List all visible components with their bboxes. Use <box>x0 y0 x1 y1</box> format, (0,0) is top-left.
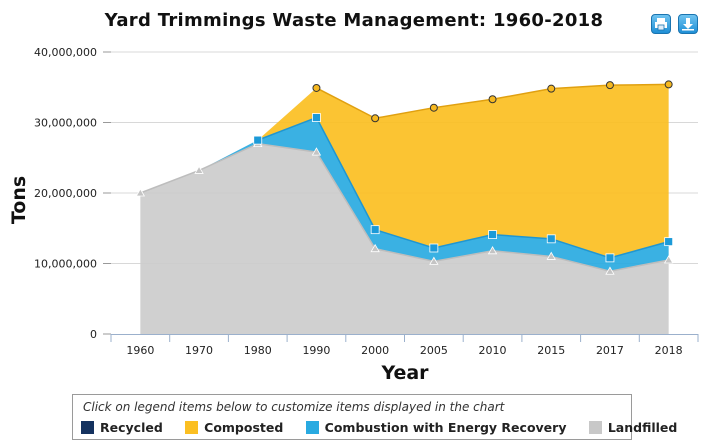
marker-landfilled[interactable] <box>370 243 380 253</box>
y-tick-label: 20,000,000 <box>34 187 97 200</box>
x-tick-label: 1990 <box>302 344 330 357</box>
legend-items: Recycled Composted Combustion with Energ… <box>81 420 677 435</box>
marker-combustion[interactable] <box>605 253 615 263</box>
marker-landfilled[interactable] <box>663 255 674 264</box>
marker-landfilled[interactable] <box>135 188 146 197</box>
marker-composted[interactable] <box>312 83 321 92</box>
x-tick-label: 1980 <box>244 344 272 357</box>
download-button[interactable] <box>678 14 698 34</box>
marker-landfilled[interactable] <box>194 165 204 174</box>
x-axis-title: Year <box>380 362 429 384</box>
area-combustion-with-energy-recovery[interactable] <box>140 117 669 272</box>
marker-combustion[interactable] <box>429 243 439 253</box>
legend-swatch-landfilled <box>588 421 602 434</box>
x-tick-label: 1970 <box>185 344 213 357</box>
legend-item-recycled[interactable]: Recycled <box>81 420 163 435</box>
x-tick-label: 2015 <box>537 344 565 357</box>
legend-swatch-recycled <box>81 421 94 434</box>
legend-item-combustion[interactable]: Combustion with Energy Recovery <box>305 420 567 435</box>
legend-label-composted: Composted <box>204 420 284 435</box>
marker-composted[interactable] <box>547 84 556 93</box>
marker-combustion[interactable] <box>370 225 380 235</box>
area-composted[interactable] <box>140 84 669 258</box>
marker-landfilled[interactable] <box>546 251 556 260</box>
y-tick-label: 0 <box>90 328 97 341</box>
marker-combustion[interactable] <box>546 234 556 244</box>
marker-landfilled[interactable] <box>487 246 498 255</box>
x-tick-label: 1960 <box>126 344 154 357</box>
marker-combustion[interactable] <box>488 230 497 239</box>
legend-swatch-combustion <box>305 421 319 434</box>
legend: Click on legend items below to customize… <box>72 394 677 440</box>
y-tick-label: 40,000,000 <box>34 46 97 59</box>
area-landfilled[interactable] <box>140 143 669 334</box>
marker-combustion[interactable] <box>253 135 263 145</box>
y-axis-title: Tons <box>8 176 30 224</box>
marker-composted[interactable] <box>371 114 380 123</box>
marker-composted[interactable] <box>488 95 497 104</box>
legend-swatch-composted <box>185 421 199 434</box>
x-tick-label: 2017 <box>596 344 624 357</box>
marker-composted[interactable] <box>605 81 614 90</box>
download-icon <box>682 18 694 31</box>
legend-label-combustion: Combustion with Energy Recovery <box>324 420 567 435</box>
marker-combustion[interactable] <box>664 237 674 247</box>
marker-composted[interactable] <box>664 80 673 89</box>
print-icon <box>655 18 667 31</box>
line-landfilled <box>140 142 669 273</box>
x-tick-label: 2018 <box>655 344 683 357</box>
x-tick-label: 2000 <box>361 344 389 357</box>
marker-landfilled[interactable] <box>429 256 439 265</box>
y-tick-label: 30,000,000 <box>34 117 97 130</box>
marker-combustion[interactable] <box>312 113 321 122</box>
marker-landfilled[interactable] <box>605 266 615 275</box>
line-combustion-with-energy-recovery <box>257 116 669 259</box>
legend-item-landfilled[interactable]: Landfilled <box>588 420 678 435</box>
print-button[interactable] <box>651 14 671 34</box>
legend-label-landfilled: Landfilled <box>607 420 678 435</box>
x-tick-label: 2010 <box>479 344 507 357</box>
legend-label-recycled: Recycled <box>100 420 163 435</box>
marker-landfilled[interactable] <box>311 147 322 156</box>
chart-title: Yard Trimmings Waste Management: 1960-20… <box>104 10 604 31</box>
marker-composted[interactable] <box>429 103 438 112</box>
y-tick-label: 10,000,000 <box>34 258 97 271</box>
x-tick-label: 2005 <box>420 344 448 357</box>
legend-hint: Click on legend items below to customize… <box>83 400 505 414</box>
legend-item-composted[interactable]: Composted <box>185 420 283 435</box>
